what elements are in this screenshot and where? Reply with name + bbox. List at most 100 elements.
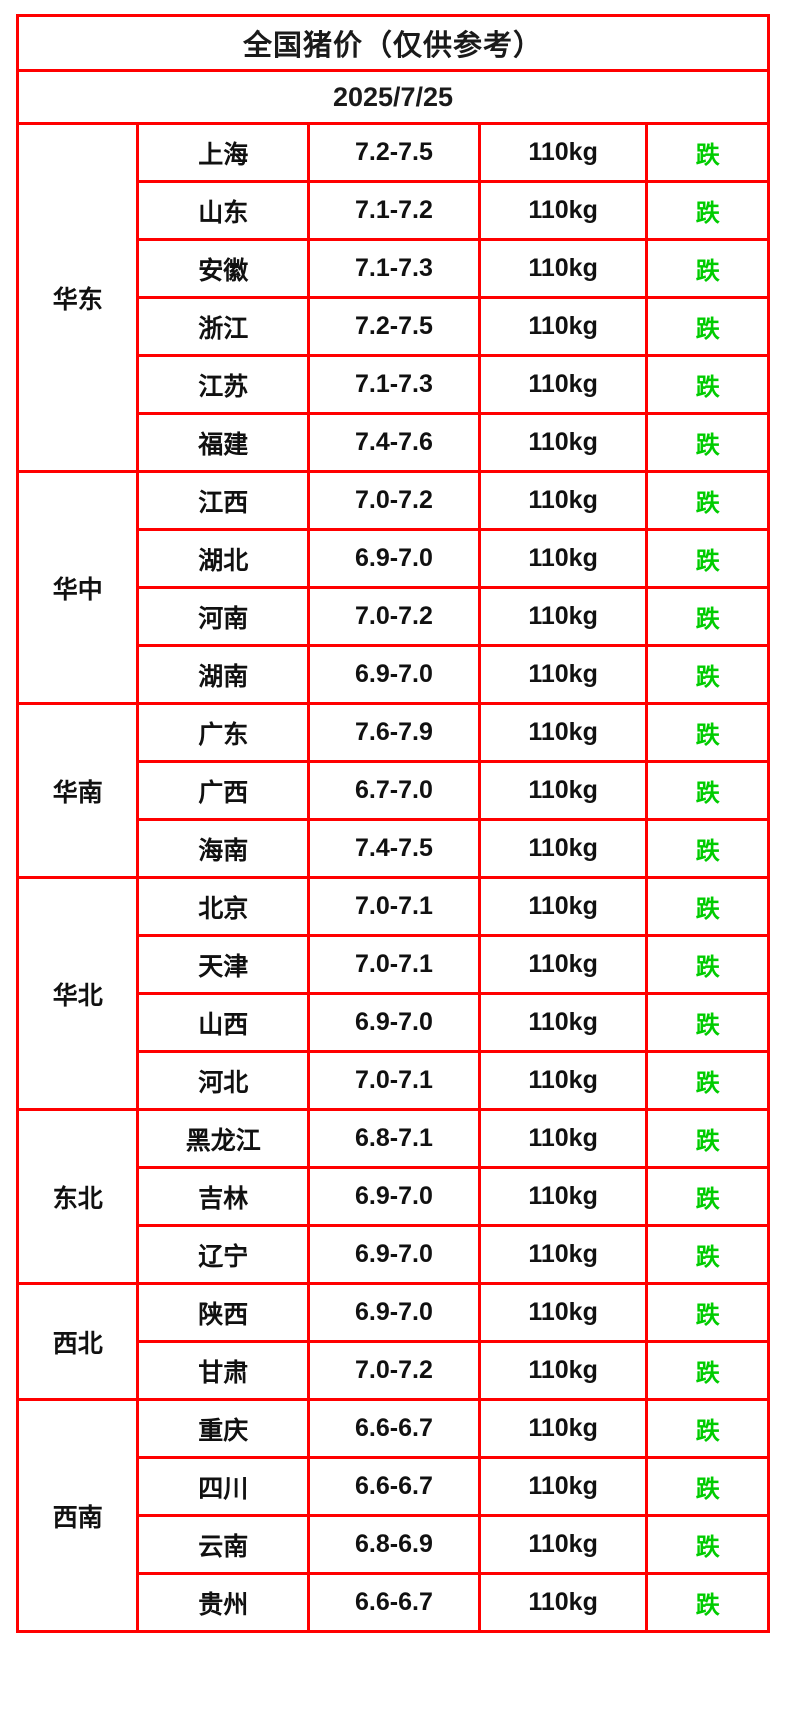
province-cell: 甘肃 [136, 1340, 311, 1401]
region-label: 华中 [15, 470, 140, 705]
trend-cell: 跌 [645, 586, 770, 647]
table-row: 江苏 7.1-7.3 110kg 跌 [18, 354, 770, 415]
trend-cell: 跌 [645, 876, 770, 937]
price-cell: 7.2-7.5 [307, 122, 481, 183]
weight-cell: 110kg [477, 528, 649, 589]
trend-cell: 跌 [645, 1514, 770, 1575]
price-cell: 6.8-7.1 [307, 1108, 481, 1169]
province-cell: 江苏 [136, 354, 311, 415]
trend-cell: 跌 [645, 1050, 770, 1111]
province-cell: 海南 [136, 818, 311, 879]
weight-cell: 110kg [477, 1282, 649, 1343]
trend-cell: 跌 [645, 180, 770, 241]
trend-cell: 跌 [645, 470, 770, 531]
price-cell: 7.0-7.1 [307, 876, 481, 937]
price-cell: 6.9-7.0 [307, 1282, 481, 1343]
province-cell: 四川 [136, 1456, 311, 1517]
province-cell: 黑龙江 [136, 1108, 311, 1169]
region-label: 华东 [15, 122, 140, 473]
price-cell: 6.9-7.0 [307, 644, 481, 705]
table-row: 西北 陕西 6.9-7.0 110kg 跌 [15, 1282, 770, 1401]
weight-cell: 110kg [477, 1050, 649, 1111]
table-row: 辽宁 6.9-7.0 110kg 跌 [18, 1224, 770, 1285]
table-row: 福建 7.4-7.6 110kg 跌 [18, 412, 770, 473]
trend-cell: 跌 [645, 702, 770, 763]
price-cell: 6.6-6.7 [307, 1456, 481, 1517]
trend-cell: 跌 [645, 1282, 770, 1343]
price-cell: 7.0-7.2 [307, 1340, 481, 1401]
price-cell: 6.6-6.7 [307, 1572, 481, 1633]
price-cell: 6.9-7.0 [307, 1224, 481, 1285]
weight-cell: 110kg [477, 992, 649, 1053]
table-row: 吉林 6.9-7.0 110kg 跌 [18, 1166, 770, 1227]
weight-cell: 110kg [477, 1514, 649, 1575]
table-row: 山西 6.9-7.0 110kg 跌 [18, 992, 770, 1053]
price-cell: 6.9-7.0 [307, 992, 481, 1053]
table-row: 天津 7.0-7.1 110kg 跌 [18, 934, 770, 995]
trend-cell: 跌 [645, 644, 770, 705]
price-cell: 6.6-6.7 [307, 1398, 481, 1459]
table-row: 华北 北京 7.0-7.1 110kg 跌 [15, 876, 770, 1111]
price-cell: 6.9-7.0 [307, 528, 481, 589]
trend-cell: 跌 [645, 1340, 770, 1401]
price-cell: 6.8-6.9 [307, 1514, 481, 1575]
province-cell: 安徽 [136, 238, 311, 299]
price-cell: 6.7-7.0 [307, 760, 481, 821]
table-row: 四川 6.6-6.7 110kg 跌 [18, 1456, 770, 1517]
trend-cell: 跌 [645, 1166, 770, 1227]
province-cell: 河南 [136, 586, 311, 647]
table-row: 华中 江西 7.0-7.2 110kg 跌 [15, 470, 770, 705]
price-cell: 7.1-7.2 [307, 180, 481, 241]
weight-cell: 110kg [477, 1398, 649, 1459]
weight-cell: 110kg [477, 180, 649, 241]
weight-cell: 110kg [477, 760, 649, 821]
province-cell: 河北 [136, 1050, 311, 1111]
price-cell: 7.4-7.6 [307, 412, 481, 473]
weight-cell: 110kg [477, 122, 649, 183]
province-cell: 北京 [136, 876, 311, 937]
price-cell: 7.0-7.2 [307, 470, 481, 531]
table-row: 湖北 6.9-7.0 110kg 跌 [18, 528, 770, 589]
price-cell: 7.2-7.5 [307, 296, 481, 357]
province-cell: 贵州 [136, 1572, 311, 1633]
table-row: 华东 上海 7.2-7.5 110kg 跌 [15, 122, 770, 473]
province-cell: 山西 [136, 992, 311, 1053]
table-row: 东北 黑龙江 6.8-7.1 110kg 跌 [15, 1108, 770, 1285]
table-body: 全国猪价（仅供参考） 2025/7/25 华东 上海 7.2-7.5 110kg 跌山东… [15, 14, 770, 1633]
weight-cell: 110kg [477, 644, 649, 705]
price-cell: 7.1-7.3 [307, 354, 481, 415]
trend-cell: 跌 [645, 354, 770, 415]
province-cell: 福建 [136, 412, 311, 473]
weight-cell: 110kg [477, 876, 649, 937]
province-cell: 陕西 [136, 1282, 311, 1343]
province-cell: 广东 [136, 702, 311, 763]
trend-cell: 跌 [645, 760, 770, 821]
trend-cell: 跌 [645, 818, 770, 879]
price-cell: 7.0-7.1 [307, 1050, 481, 1111]
trend-cell: 跌 [645, 412, 770, 473]
province-cell: 重庆 [136, 1398, 311, 1459]
title-row: 全国猪价（仅供参考） [16, 14, 770, 72]
price-cell: 7.0-7.1 [307, 934, 481, 995]
region-label: 西南 [15, 1398, 140, 1633]
table-row: 山东 7.1-7.2 110kg 跌 [18, 180, 770, 241]
table-row: 西南 重庆 6.6-6.7 110kg 跌 [15, 1398, 770, 1633]
province-cell: 浙江 [136, 296, 311, 357]
page-title: 全国猪价（仅供参考） [16, 14, 770, 72]
province-cell: 广西 [136, 760, 311, 821]
trend-cell: 跌 [645, 934, 770, 995]
weight-cell: 110kg [477, 1224, 649, 1285]
weight-cell: 110kg [477, 354, 649, 415]
price-cell: 7.6-7.9 [307, 702, 481, 763]
province-cell: 上海 [136, 122, 311, 183]
trend-cell: 跌 [645, 296, 770, 357]
trend-cell: 跌 [645, 1572, 770, 1633]
weight-cell: 110kg [477, 1166, 649, 1227]
table-row: 河北 7.0-7.1 110kg 跌 [18, 1050, 770, 1111]
province-cell: 辽宁 [136, 1224, 311, 1285]
province-cell: 吉林 [136, 1166, 311, 1227]
weight-cell: 110kg [477, 1572, 649, 1633]
province-cell: 山东 [136, 180, 311, 241]
weight-cell: 110kg [477, 1340, 649, 1401]
date-row: 2025/7/25 [16, 69, 770, 125]
